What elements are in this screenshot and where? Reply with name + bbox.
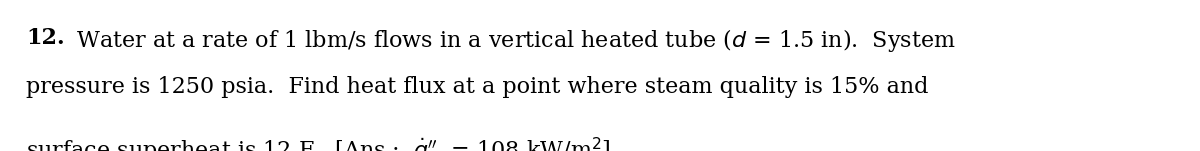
Text: pressure is 1250 psia.  Find heat flux at a point where steam quality is 15% and: pressure is 1250 psia. Find heat flux at… xyxy=(26,76,929,98)
Text: 12.: 12. xyxy=(26,27,65,49)
Text: Water at a rate of 1 lbm/s flows in a vertical heated tube ($d$ = 1.5 in).  Syst: Water at a rate of 1 lbm/s flows in a ve… xyxy=(62,27,956,54)
Text: surface superheat is 12 F.  [Ans.:  $\dot{q}^{\prime\prime}$  = 108 kW/m$^2$]: surface superheat is 12 F. [Ans.: $\dot{… xyxy=(26,136,611,151)
